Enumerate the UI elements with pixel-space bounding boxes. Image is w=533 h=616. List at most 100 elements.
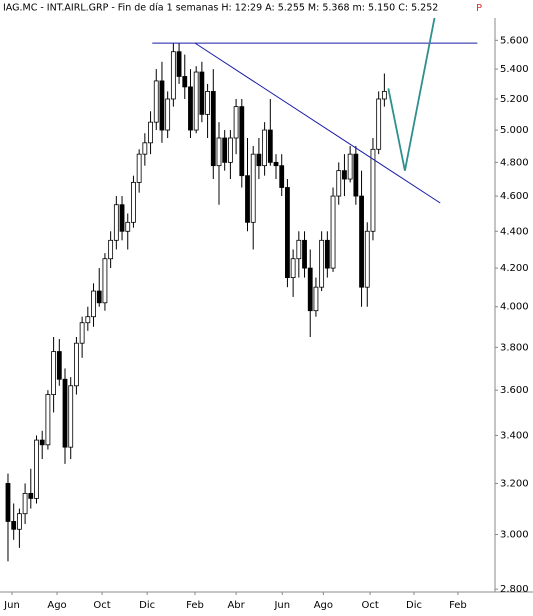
candle-body bbox=[131, 182, 136, 223]
x-tick-label: Dic bbox=[139, 600, 155, 611]
trend-line bbox=[194, 42, 441, 204]
candle-body bbox=[45, 394, 51, 446]
trend-line bbox=[387, 18, 436, 171]
candle-body bbox=[267, 129, 273, 163]
candle-body bbox=[68, 385, 74, 448]
candle-body bbox=[96, 290, 102, 304]
candle-body bbox=[39, 439, 45, 446]
y-tick-label: 5.400 bbox=[500, 64, 529, 75]
x-tick-label: Jun bbox=[273, 600, 290, 611]
candle-body bbox=[285, 187, 290, 278]
candle-body bbox=[74, 342, 79, 387]
candle-body bbox=[193, 71, 199, 131]
candle-body bbox=[142, 142, 148, 155]
candle-body bbox=[159, 80, 165, 131]
candle-body bbox=[296, 239, 302, 260]
candle-body bbox=[182, 76, 188, 88]
candle-body bbox=[302, 239, 307, 269]
candle-body bbox=[51, 351, 57, 395]
candle-body bbox=[330, 195, 336, 269]
candle-body bbox=[22, 492, 28, 515]
candle-body bbox=[290, 258, 296, 278]
candle-body bbox=[376, 98, 382, 150]
candle-body bbox=[108, 239, 114, 260]
candle-body bbox=[250, 153, 256, 223]
y-tick-label: 3.000 bbox=[500, 530, 529, 541]
candle-body bbox=[353, 153, 359, 197]
x-tick-label: Oct bbox=[93, 600, 110, 611]
candle-body bbox=[62, 378, 68, 448]
candle-body bbox=[313, 286, 319, 312]
candle-body bbox=[119, 204, 125, 232]
candle-body bbox=[364, 230, 370, 288]
candle-body bbox=[307, 267, 313, 312]
candle-body bbox=[113, 204, 119, 241]
x-tick-label: Abr bbox=[227, 600, 245, 611]
x-tick-label: Feb bbox=[186, 600, 204, 611]
y-tick-label: 5.000 bbox=[500, 125, 529, 136]
y-tick-label: 4.800 bbox=[500, 157, 529, 168]
candle-body bbox=[210, 91, 216, 167]
y-tick-label: 3.400 bbox=[500, 430, 529, 441]
candle-body bbox=[381, 91, 387, 100]
candle-body bbox=[165, 98, 171, 131]
flag: P bbox=[476, 3, 482, 14]
y-tick-label: 3.600 bbox=[500, 385, 529, 396]
candle-body bbox=[205, 91, 210, 115]
candle-body bbox=[199, 71, 205, 115]
candle-body bbox=[227, 137, 233, 163]
candle-body bbox=[102, 258, 108, 304]
candle-body bbox=[34, 439, 39, 499]
candle-body bbox=[256, 153, 262, 167]
candle-body bbox=[91, 290, 96, 318]
candle-body bbox=[222, 137, 228, 163]
candle-body bbox=[342, 170, 347, 180]
x-tick-label: Jun bbox=[3, 600, 20, 611]
header: IAG.MC - INT.AIRL.GRP - Fin de día 1 sem… bbox=[3, 3, 438, 14]
y-tick-label: 5.600 bbox=[500, 35, 529, 46]
x-tick-label: Dic bbox=[406, 600, 422, 611]
x-tick-label: Oct bbox=[361, 600, 378, 611]
candle-body bbox=[28, 492, 34, 499]
y-tick-label: 4.400 bbox=[500, 226, 529, 237]
candle-body bbox=[176, 51, 182, 77]
candle-body bbox=[347, 153, 353, 180]
candle-body bbox=[148, 121, 153, 144]
x-tick-label: Ago bbox=[314, 600, 333, 611]
y-tick-label: 2.800 bbox=[500, 584, 529, 595]
candle-body bbox=[136, 153, 142, 183]
candle-body bbox=[273, 161, 279, 167]
candle-body bbox=[233, 106, 239, 139]
candle-body bbox=[11, 521, 17, 530]
candle-body bbox=[336, 170, 342, 197]
y-tick-label: 4.600 bbox=[500, 191, 529, 202]
y-tick-label: 4.000 bbox=[500, 302, 529, 313]
x-tick-label: Feb bbox=[449, 600, 467, 611]
candle-body bbox=[359, 195, 364, 288]
candle-body bbox=[245, 175, 250, 223]
candle-body bbox=[324, 239, 330, 269]
candle-body bbox=[153, 80, 159, 123]
x-tick-label: Ago bbox=[47, 600, 66, 611]
candle-body bbox=[170, 51, 176, 100]
plot bbox=[5, 18, 478, 562]
candle-body bbox=[125, 221, 131, 232]
y-tick-label: 4.200 bbox=[500, 263, 529, 274]
candle-body bbox=[5, 483, 11, 522]
candle-body bbox=[262, 129, 268, 167]
y-tick-label: 5.200 bbox=[500, 94, 529, 105]
candle-body bbox=[319, 239, 325, 288]
candle-body bbox=[216, 137, 222, 167]
candle-body bbox=[239, 106, 245, 177]
y-tick-label: 3.800 bbox=[500, 342, 529, 353]
candle-body bbox=[370, 148, 376, 232]
candle-body bbox=[79, 322, 85, 344]
candle-body bbox=[16, 513, 22, 530]
candle-body bbox=[188, 86, 193, 131]
candle-body bbox=[56, 351, 62, 380]
candle-body bbox=[85, 316, 91, 324]
candle-body bbox=[279, 165, 285, 188]
y-tick-label: 3.200 bbox=[500, 478, 529, 489]
